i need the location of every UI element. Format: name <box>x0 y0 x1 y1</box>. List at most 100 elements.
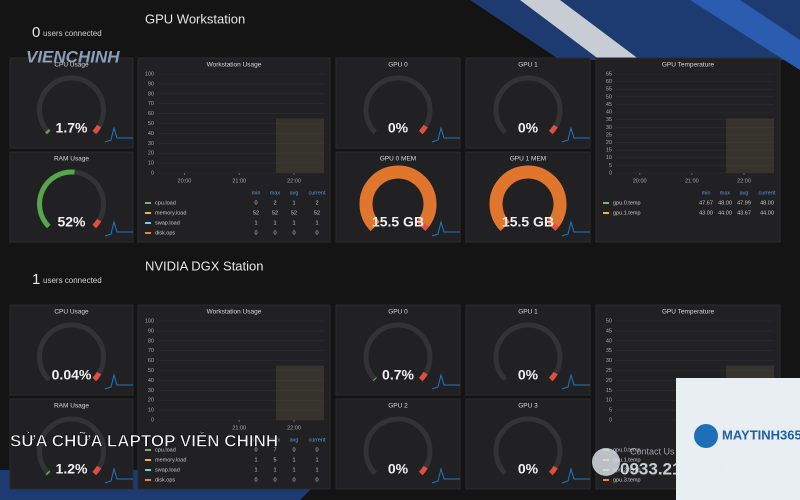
y-tick-label: 35 <box>606 348 612 354</box>
legend-value: 48.00 <box>760 200 774 206</box>
graph-title: GPU Temperature <box>662 309 715 316</box>
y-tick-label: 30 <box>606 358 612 364</box>
legend-column: max <box>270 190 281 196</box>
legend-name: memory.load <box>155 457 186 463</box>
legend-value: 1 <box>315 457 318 463</box>
gauge-threshold <box>548 124 558 135</box>
sparkline <box>561 467 590 484</box>
y-tick-label: 20 <box>606 378 612 384</box>
gauge-threshold <box>92 371 102 382</box>
gauge-title: GPU 3 <box>518 403 538 410</box>
y-tick-label: 100 <box>145 318 154 324</box>
legend-column: max <box>720 190 731 196</box>
legend-column: current <box>308 437 326 443</box>
legend-name: gpu.0.temp <box>613 200 641 206</box>
legend-column: min <box>252 190 261 196</box>
sparkline <box>561 373 590 390</box>
gauge-value: 0% <box>518 461 539 477</box>
gauge-track <box>363 416 433 476</box>
data-region <box>276 365 324 420</box>
gauge-value: 0.04% <box>52 367 92 383</box>
y-tick-label: 10 <box>606 155 612 161</box>
gauge-threshold <box>92 124 102 135</box>
y-tick-label: 40 <box>148 378 154 384</box>
gauge-title: RAM Usage <box>54 403 89 410</box>
y-tick-label: 30 <box>606 125 612 131</box>
contact-text: Contact Us <box>630 446 675 456</box>
y-tick-label: 65 <box>606 71 612 77</box>
gauge-track <box>37 416 106 476</box>
decor-stripe <box>690 0 800 70</box>
banner-watermark: SỬA CHỮA LAPTOP VIỄN CHINH <box>10 430 278 450</box>
data-region <box>276 118 324 173</box>
gauge-threshold <box>548 371 558 382</box>
gauge-title: RAM Usage <box>54 156 89 163</box>
legend-name: disk.ops <box>155 230 175 236</box>
y-tick-label: 90 <box>148 81 154 87</box>
legend-value: 1 <box>292 200 295 206</box>
gauge-value: 52% <box>57 214 86 230</box>
legend-value: 2 <box>273 200 276 206</box>
decor-stripe <box>520 0 640 60</box>
x-tick-label: 21:00 <box>232 425 246 431</box>
gauge-track <box>37 75 106 135</box>
x-tick-label: 22:00 <box>287 425 301 431</box>
legend-value: 43.00 <box>699 210 713 216</box>
gauge-title: CPU Usage <box>54 62 89 69</box>
legend-value: 0 <box>273 230 276 236</box>
gauge-fill <box>372 377 378 382</box>
sparkline <box>431 373 460 390</box>
legend-value: 52 <box>314 210 320 216</box>
y-tick-label: 20 <box>606 140 612 146</box>
y-tick-label: 15 <box>606 148 612 154</box>
sparkline <box>104 373 133 390</box>
legend-name: cpu.load <box>155 200 176 206</box>
gauge-title: GPU 2 <box>388 403 408 410</box>
gauge-fill <box>37 169 75 229</box>
y-tick-label: 40 <box>606 110 612 116</box>
gauge-track <box>493 75 563 135</box>
phone-icon <box>592 448 620 476</box>
legend-name: gpu.0.temp <box>613 447 641 453</box>
legend-column: avg <box>290 190 299 196</box>
graph-title: Workstation Usage <box>207 309 262 316</box>
y-tick-label: 45 <box>606 102 612 108</box>
gauge-value: 1.2% <box>56 461 88 477</box>
gauge-threshold <box>418 371 428 382</box>
y-tick-label: 50 <box>606 318 612 324</box>
y-tick-label: 60 <box>148 358 154 364</box>
legend-value: 1 <box>292 467 295 473</box>
gauge-track <box>363 322 433 382</box>
y-tick-label: 80 <box>148 338 154 344</box>
legend-name: disk.ops <box>155 477 175 483</box>
legend-value: 0 <box>292 477 295 483</box>
y-tick-label: 50 <box>148 121 154 127</box>
legend-value: 0 <box>254 447 257 453</box>
legend-value: 44.00 <box>718 210 732 216</box>
legend-name: gpu.3.temp <box>613 477 641 483</box>
gauge-threshold <box>92 465 102 476</box>
y-tick-label: 40 <box>148 131 154 137</box>
gauge-fill <box>489 165 567 232</box>
gauge-value: 0.7% <box>382 367 414 383</box>
y-tick-label: 0 <box>609 170 612 176</box>
gauge-fill <box>45 128 51 135</box>
sparkline <box>104 220 133 237</box>
y-tick-label: 10 <box>606 398 612 404</box>
gauge-value: 0% <box>518 367 539 383</box>
x-tick-label: 21:00 <box>685 178 699 184</box>
gauge-threshold <box>418 124 428 135</box>
legend-column: avg <box>290 437 299 443</box>
gauge-track <box>37 322 106 382</box>
legend-value: 44.00 <box>760 210 774 216</box>
y-tick-label: 55 <box>606 87 612 93</box>
legend-value: 1 <box>315 467 318 473</box>
legend-name: gpu.2.temp <box>613 467 641 473</box>
gauge-title: GPU 0 <box>388 62 408 69</box>
users-count: 0 <box>32 24 40 41</box>
y-tick-label: 60 <box>148 111 154 117</box>
legend-value: 52 <box>253 210 259 216</box>
y-tick-label: 90 <box>148 328 154 334</box>
legend-value: 1 <box>254 457 257 463</box>
y-tick-label: 80 <box>148 91 154 97</box>
